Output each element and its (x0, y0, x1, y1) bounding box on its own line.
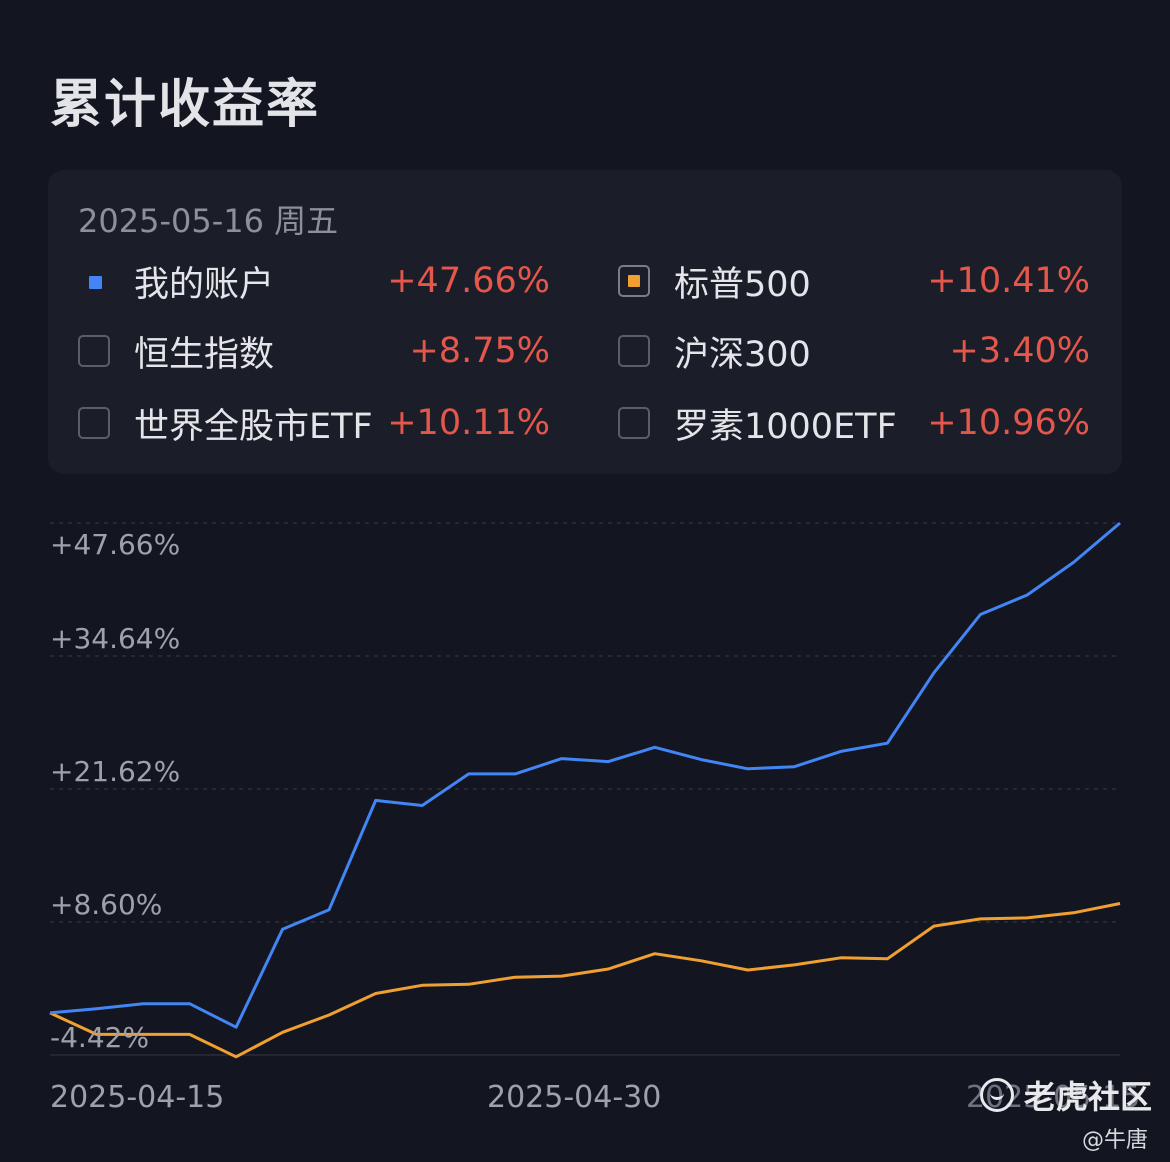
legend-date: 2025-05-16 周五 (78, 202, 339, 240)
legend-item-my-account[interactable]: 我的账户 +47.66% (78, 256, 550, 306)
watermark-brand: 老虎社区 (1024, 1078, 1153, 1116)
y-tick-label: +8.60% (50, 888, 163, 921)
series-color-marker-icon (78, 265, 110, 297)
x-tick-label: 2025-04-15 (50, 1080, 225, 1115)
legend-item-value: +8.75% (409, 331, 550, 371)
legend-item-value: +3.40% (949, 331, 1090, 371)
legend-item-csi300[interactable]: 沪深300 +3.40% (618, 326, 1090, 376)
watermark: 老虎社区 (980, 1072, 1152, 1118)
checkbox-unchecked-icon[interactable] (618, 335, 650, 367)
y-tick-label: +21.62% (50, 755, 181, 788)
watermark-user: @牛唐 (1081, 1128, 1148, 1153)
legend-item-label: 沪深300 (674, 334, 811, 375)
legend-item-label: 恒生指数 (134, 334, 275, 375)
y-tick-label: -4.42% (50, 1021, 150, 1054)
x-tick-label: 2025-04-30 (487, 1080, 662, 1115)
legend-item-label: 罗素1000ETF (674, 406, 897, 447)
page-title: 累计收益率 (50, 75, 321, 135)
legend-item-value: +10.41% (927, 261, 1090, 301)
checkbox-unchecked-icon[interactable] (78, 407, 110, 439)
series-line-sp500 (49, 902, 1121, 1059)
y-tick-label: +34.64% (50, 622, 181, 655)
checkbox-unchecked-icon[interactable] (618, 407, 650, 439)
legend-card: 2025-05-16 周五 我的账户 +47.66% 标普500 +10.41%… (48, 170, 1122, 474)
legend-item-value: +10.96% (927, 403, 1090, 443)
tiger-logo-icon (980, 1078, 1014, 1112)
legend-item-world-etf[interactable]: 世界全股市ETF +10.11% (78, 398, 550, 448)
legend-item-label: 我的账户 (134, 264, 275, 305)
checkbox-checked-icon[interactable] (618, 265, 650, 297)
legend-item-label: 世界全股市ETF (134, 406, 373, 447)
legend-item-sp500[interactable]: 标普500 +10.41% (618, 256, 1090, 306)
checkbox-unchecked-icon[interactable] (78, 335, 110, 367)
y-tick-label: +47.66% (50, 528, 181, 561)
legend-item-value: +47.66% (387, 261, 550, 301)
legend-item-label: 标普500 (674, 264, 811, 305)
legend-item-russell1000-etf[interactable]: 罗素1000ETF +10.96% (618, 398, 1090, 448)
series-line-my-account (49, 521, 1121, 1029)
legend-item-value: +10.11% (387, 403, 550, 443)
legend-item-hang-seng[interactable]: 恒生指数 +8.75% (78, 326, 550, 376)
